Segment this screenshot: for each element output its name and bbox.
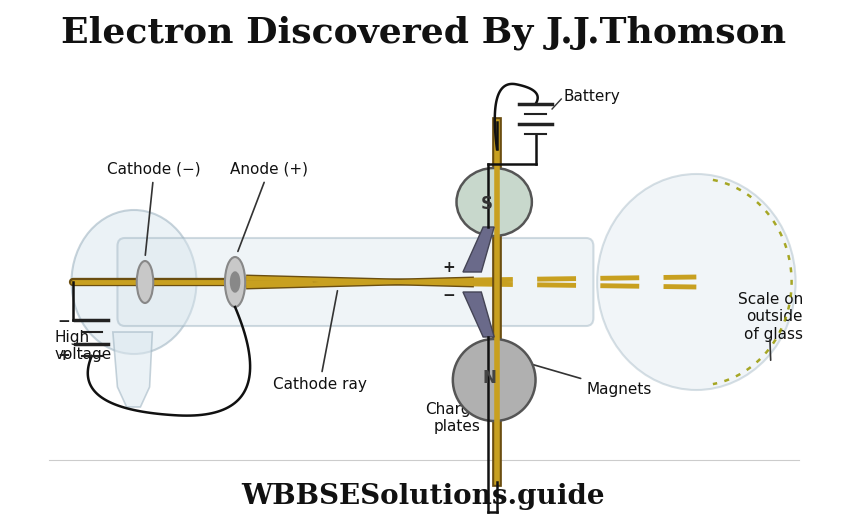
Polygon shape [463,292,494,337]
Text: Magnets: Magnets [520,361,651,397]
Ellipse shape [230,272,240,292]
Text: Scale on
outside
of glass: Scale on outside of glass [738,292,803,342]
Text: −: − [57,315,69,329]
Ellipse shape [71,210,197,354]
Ellipse shape [136,261,153,303]
Text: +: + [443,260,456,276]
Text: −: − [443,288,456,304]
Polygon shape [113,332,152,407]
Text: N: N [483,369,496,387]
Text: WBBSESolutions.guide: WBBSESolutions.guide [241,483,606,510]
Text: Electron Discovered By J.J.Thomson: Electron Discovered By J.J.Thomson [61,15,786,49]
Ellipse shape [457,168,532,236]
Text: Battery: Battery [563,88,620,104]
Ellipse shape [597,174,795,390]
Text: S: S [481,195,493,213]
Text: +: + [57,349,69,363]
Text: Cathode (−): Cathode (−) [108,162,201,255]
Text: High
voltage: High voltage [55,330,112,362]
Text: Charged
plates: Charged plates [425,402,490,434]
Text: Cathode ray: Cathode ray [273,291,367,392]
Text: Anode (+): Anode (+) [230,162,308,251]
Ellipse shape [225,257,245,307]
Ellipse shape [453,339,535,421]
FancyBboxPatch shape [118,238,594,326]
Polygon shape [463,227,494,272]
